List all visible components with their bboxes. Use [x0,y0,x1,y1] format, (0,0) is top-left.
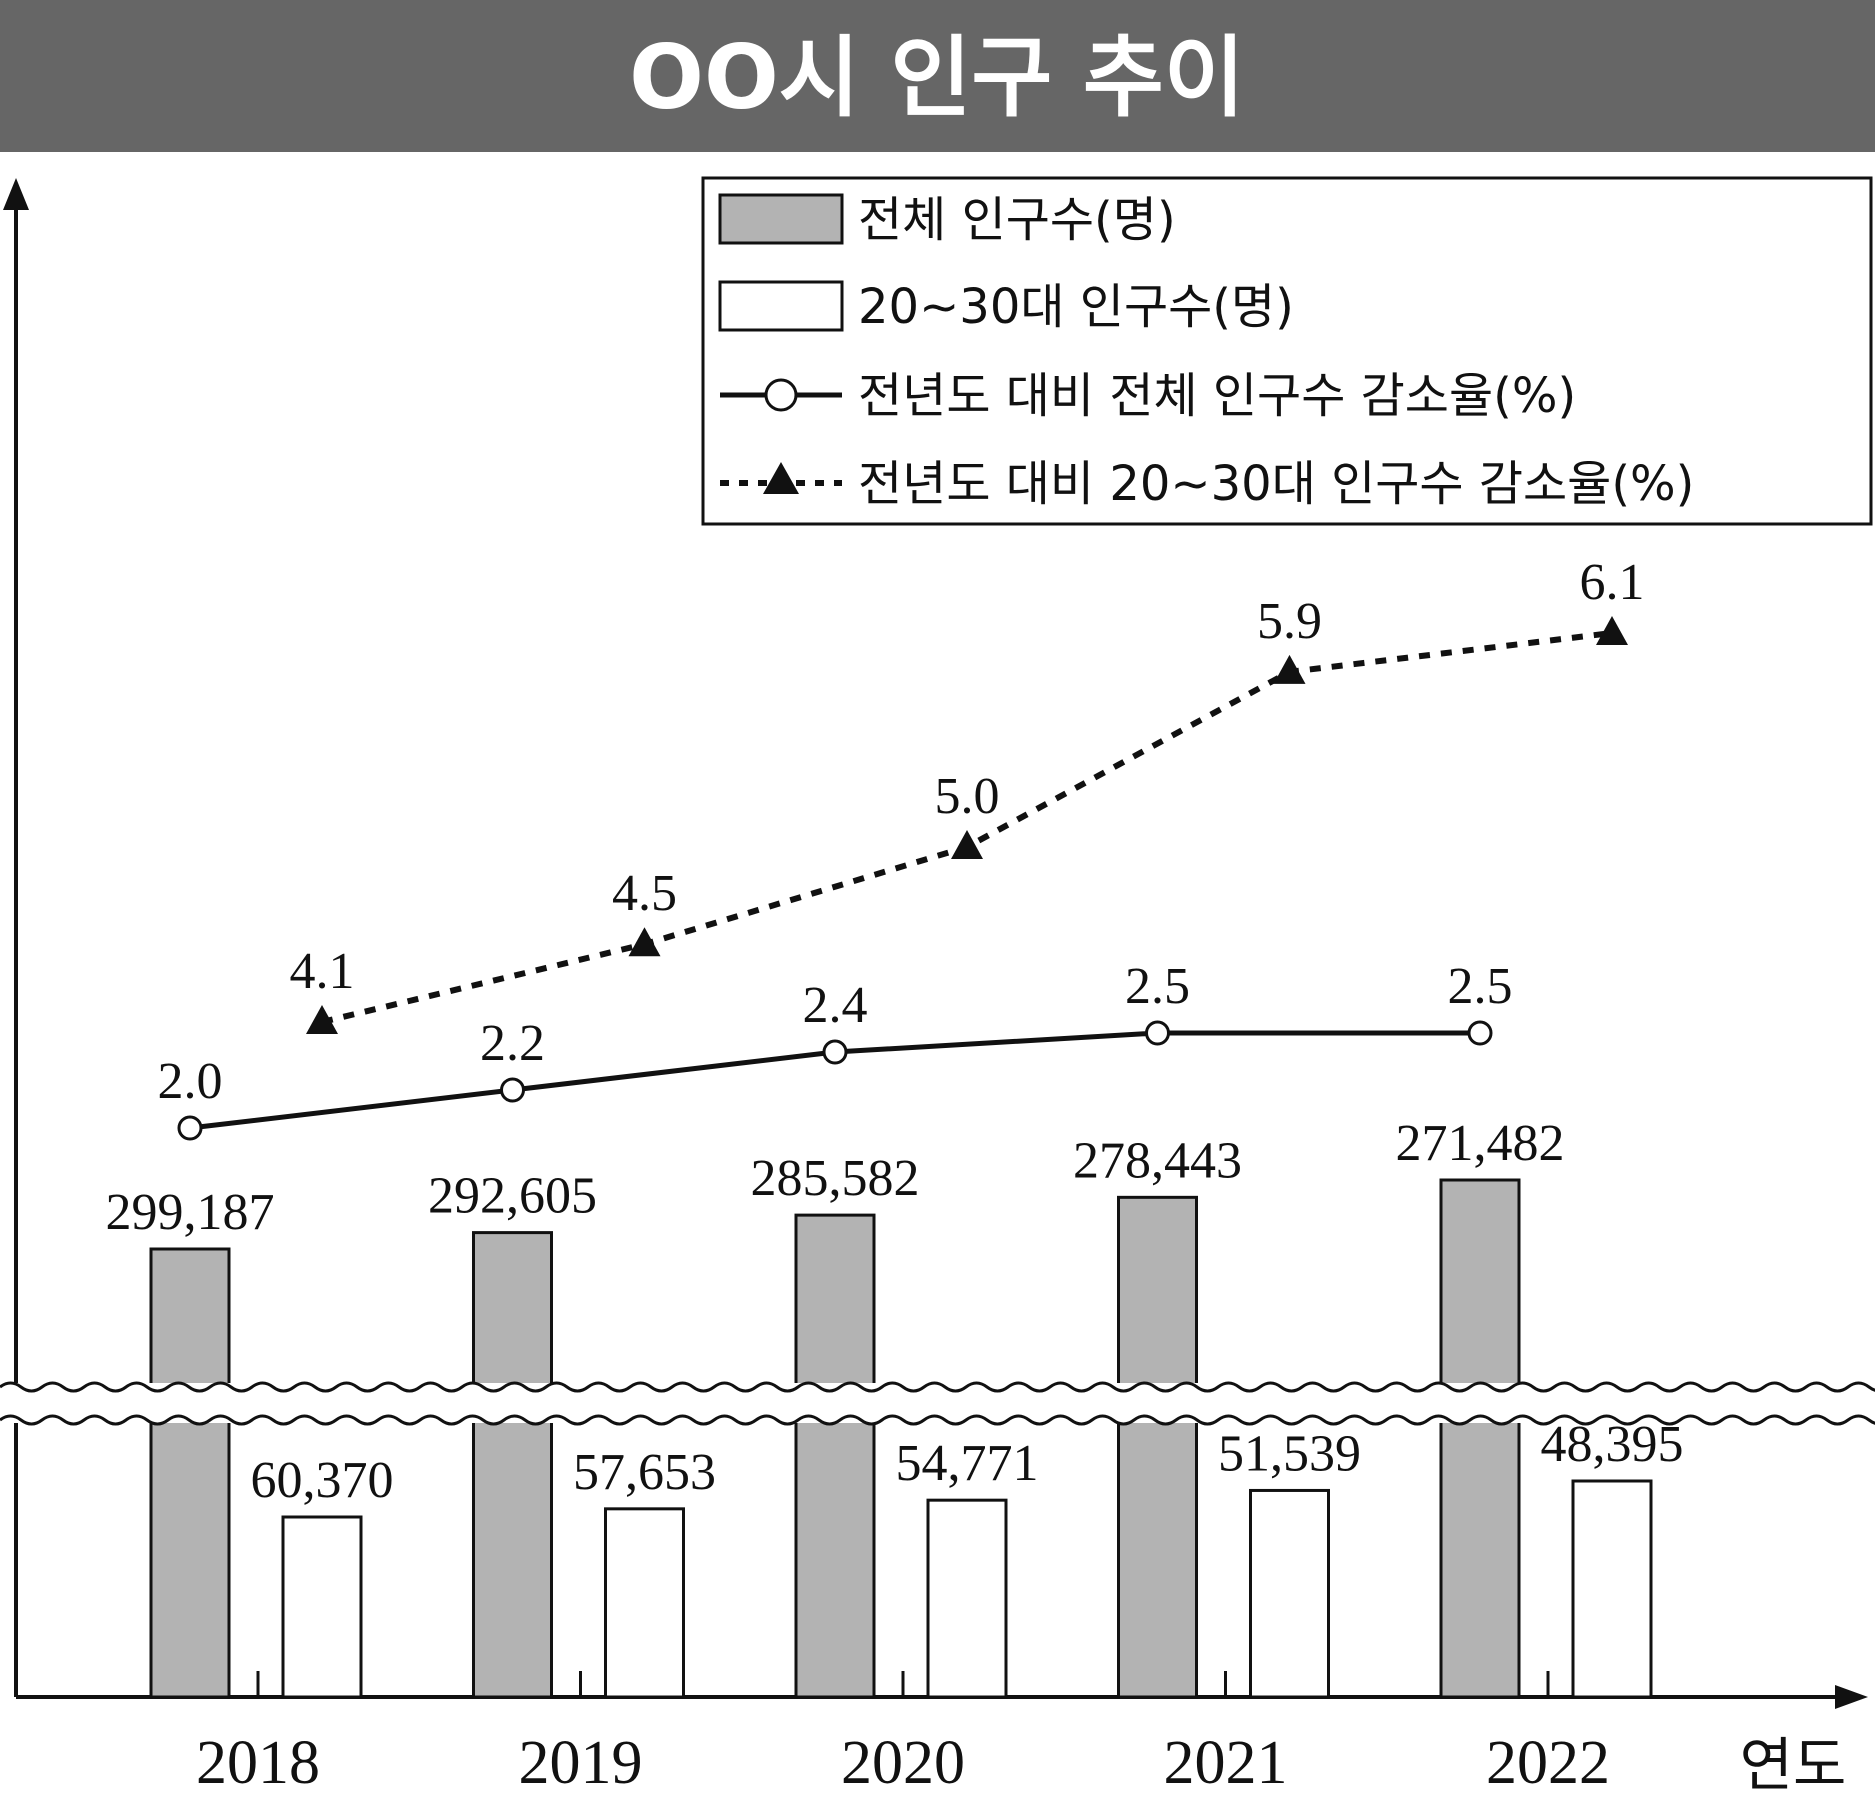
total-bar-label-2021: 278,443 [1073,1132,1242,1189]
total-rate-marker-2022 [1467,1020,1493,1046]
young-rate-marker-2022 [1596,616,1628,645]
legend-label-total-rate: 전년도 대비 전체 인구수 감소율(%) [858,368,1576,424]
legend-swatch-young-rate-marker [763,462,799,494]
legend-swatch-young-bar [718,280,844,332]
young-rate-marker-2019 [628,927,661,957]
young-rate-label-2019: 4.5 [612,865,677,922]
total-rate-marker-2021 [1145,1020,1170,1046]
total-rate-label-2020: 2.4 [803,977,868,1034]
total-bar-2019 [472,1231,553,1699]
x-axis-title: 연도 [1740,1731,1847,1795]
total-rate-marker-2020 [822,1039,848,1065]
young-bar-2019 [604,1507,685,1699]
bar-labels-group: 299,187 60,370 292,605 57,653 285,582 54,771 2… [106,1115,1684,1509]
total-bar-2021 [1117,1195,1198,1699]
total-rate-marker-2019 [500,1077,525,1103]
x-tick-label-2019: 2019 [519,1729,643,1795]
axis-break-wave-top [0,1381,1875,1393]
x-tick-label-2018: 2018 [196,1729,320,1795]
young-bar-2022 [1571,1479,1653,1699]
axis-break-wave-bottom [0,1414,1875,1426]
x-tick-label-2020: 2020 [841,1729,965,1795]
young-rate-line [321,630,1613,1025]
legend-label-young: 20~30대 인구수(명) [858,279,1294,335]
total-rate-label-2022: 2.5 [1448,958,1513,1015]
lines-group [177,616,1628,1141]
legend-swatch-total-bar [718,193,844,245]
total-bar-label-2019: 292,605 [428,1168,597,1225]
young-bar-label-2019: 57,653 [573,1444,716,1501]
total-bar-2018 [149,1247,231,1699]
young-rate-label-2021: 5.9 [1257,593,1322,650]
young-rate-marker-2018 [306,1005,338,1034]
total-bar-label-2018: 299,187 [106,1184,275,1241]
young-bar-label-2022: 48,395 [1541,1416,1684,1473]
x-tick-label-2022: 2022 [1486,1729,1610,1795]
x-ticks-group: 2018 2019 2020 2021 2022 [196,1671,1610,1795]
legend-label-total: 전체 인구수(명) [858,192,1176,248]
young-bar-2021 [1249,1488,1330,1699]
y-axis-arrow [3,178,29,210]
young-rate-marker-2021 [1273,654,1306,684]
total-bar-label-2020: 285,582 [751,1150,920,1207]
legend-swatch-total-rate-marker [764,378,798,412]
legend: 전체 인구수(명) 20~30대 인구수(명) 전년도 대비 전체 인구수 감소… [701,176,1873,526]
axis-break [0,1381,1875,1426]
line-labels-group: 2.0 2.2 2.4 2.5 2.5 4.1 4.5 5.0 5.9 6.1 [158,554,1645,1110]
total-rate-label-2018: 2.0 [158,1053,223,1110]
legend-box [701,176,1873,526]
young-bar-label-2021: 51,539 [1218,1425,1361,1482]
x-axis-arrow [1835,1685,1868,1709]
total-bar-2022 [1439,1178,1521,1699]
total-rate-marker-2018 [177,1115,203,1141]
young-rate-label-2022: 6.1 [1580,554,1645,611]
legend-label-young-rate: 전년도 대비 20~30대 인구수 감소율(%) [858,456,1694,512]
young-bar-label-2018: 60,370 [251,1452,394,1509]
total-rate-label-2021: 2.5 [1125,958,1190,1015]
x-tick-label-2021: 2021 [1164,1729,1288,1795]
title-band [0,0,1875,152]
total-bar-2020 [794,1213,876,1699]
young-bar-2020 [926,1498,1008,1699]
young-rate-label-2018: 4.1 [290,943,355,1000]
young-bar-2018 [281,1515,363,1699]
young-rate-label-2020: 5.0 [935,768,1000,825]
young-bar-label-2020: 54,771 [896,1435,1039,1492]
total-bar-label-2022: 271,482 [1396,1115,1565,1172]
bars-group [149,1178,1653,1699]
total-rate-label-2019: 2.2 [480,1015,545,1072]
young-rate-marker-2020 [951,829,983,859]
chart-title: OO시 인구 추이 [629,26,1245,129]
